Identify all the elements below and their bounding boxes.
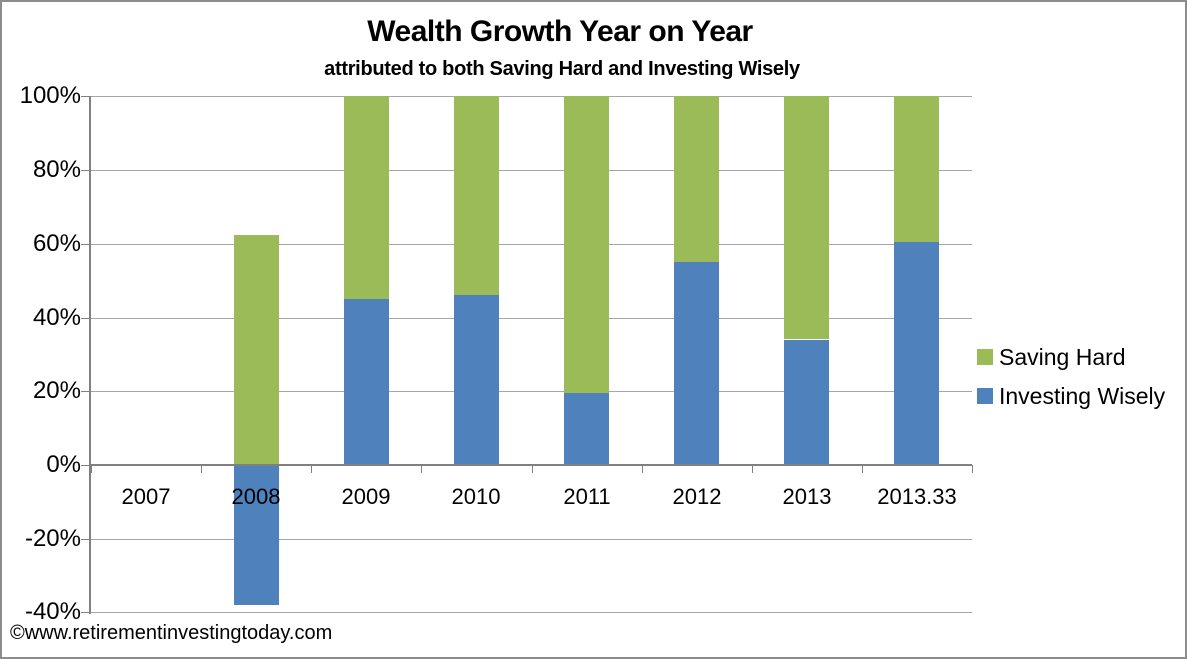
bar-segment-2012 — [674, 96, 719, 262]
bar-segment-2010 — [454, 96, 499, 295]
y-axis-tick — [81, 96, 91, 97]
y-axis-tick — [81, 539, 91, 540]
x-axis-tick — [532, 465, 533, 473]
bar-segment-2008 — [234, 465, 279, 605]
gridline — [91, 96, 972, 97]
y-axis-tick — [81, 612, 91, 613]
y-axis-tick — [81, 465, 91, 466]
x-axis-tick — [201, 465, 202, 473]
x-tick-label: 2013.33 — [877, 484, 957, 509]
bar-segment-2012 — [674, 262, 719, 465]
y-tick-label: 20% — [32, 377, 81, 404]
chart-subtitle: attributed to both Saving Hard and Inves… — [324, 58, 800, 80]
bar-segment-2011 — [564, 393, 609, 465]
gridline — [91, 318, 972, 319]
bar-segment-2011 — [564, 96, 609, 393]
gridline — [91, 170, 972, 171]
bar-segment-2009 — [344, 96, 389, 299]
y-axis-tick — [81, 391, 91, 392]
x-tick-label: 2012 — [672, 484, 722, 509]
gridline — [91, 539, 972, 540]
x-axis-tick — [91, 465, 92, 473]
bar-segment-2013.33 — [894, 96, 939, 242]
watermark: ©www.retirementinvestingtoday.com — [10, 622, 333, 644]
y-tick-label: 0% — [46, 451, 81, 478]
x-tick-label: 2013 — [782, 484, 832, 509]
bar-segment-2013 — [784, 340, 829, 465]
x-axis-tick — [862, 465, 863, 473]
gridline — [91, 244, 972, 245]
x-axis-tick — [752, 465, 753, 473]
y-axis-tick — [81, 318, 91, 319]
y-tick-label: -20% — [24, 525, 81, 552]
x-axis-tick — [642, 465, 643, 473]
gridline — [91, 391, 972, 392]
y-tick-label: 60% — [32, 230, 81, 257]
y-tick-label: -40% — [24, 598, 81, 625]
chart-title: Wealth Growth Year on Year — [367, 15, 753, 48]
gridline — [91, 612, 972, 613]
x-axis-tick — [421, 465, 422, 473]
bar-segment-2013.33 — [894, 242, 939, 465]
x-axis-tick — [311, 465, 312, 473]
x-tick-label: 2010 — [451, 484, 501, 509]
y-tick-label: 40% — [32, 304, 81, 331]
bar-segment-2010 — [454, 295, 499, 465]
x-tick-label: 2009 — [341, 484, 391, 509]
bar-segment-2009 — [344, 299, 389, 465]
bar-segment-2013 — [784, 96, 829, 339]
x-axis-line — [89, 464, 972, 466]
x-tick-label: 2007 — [121, 484, 171, 509]
y-axis-line — [89, 96, 91, 614]
y-tick-label: 100% — [19, 82, 81, 109]
bar-segment-2008 — [234, 235, 279, 465]
x-tick-label: 2011 — [563, 484, 611, 509]
x-tick-label: 2008 — [231, 484, 281, 509]
x-axis-tick — [972, 465, 973, 473]
y-axis-tick — [81, 170, 91, 171]
y-axis-tick — [81, 244, 91, 245]
y-tick-label: 80% — [32, 156, 81, 183]
